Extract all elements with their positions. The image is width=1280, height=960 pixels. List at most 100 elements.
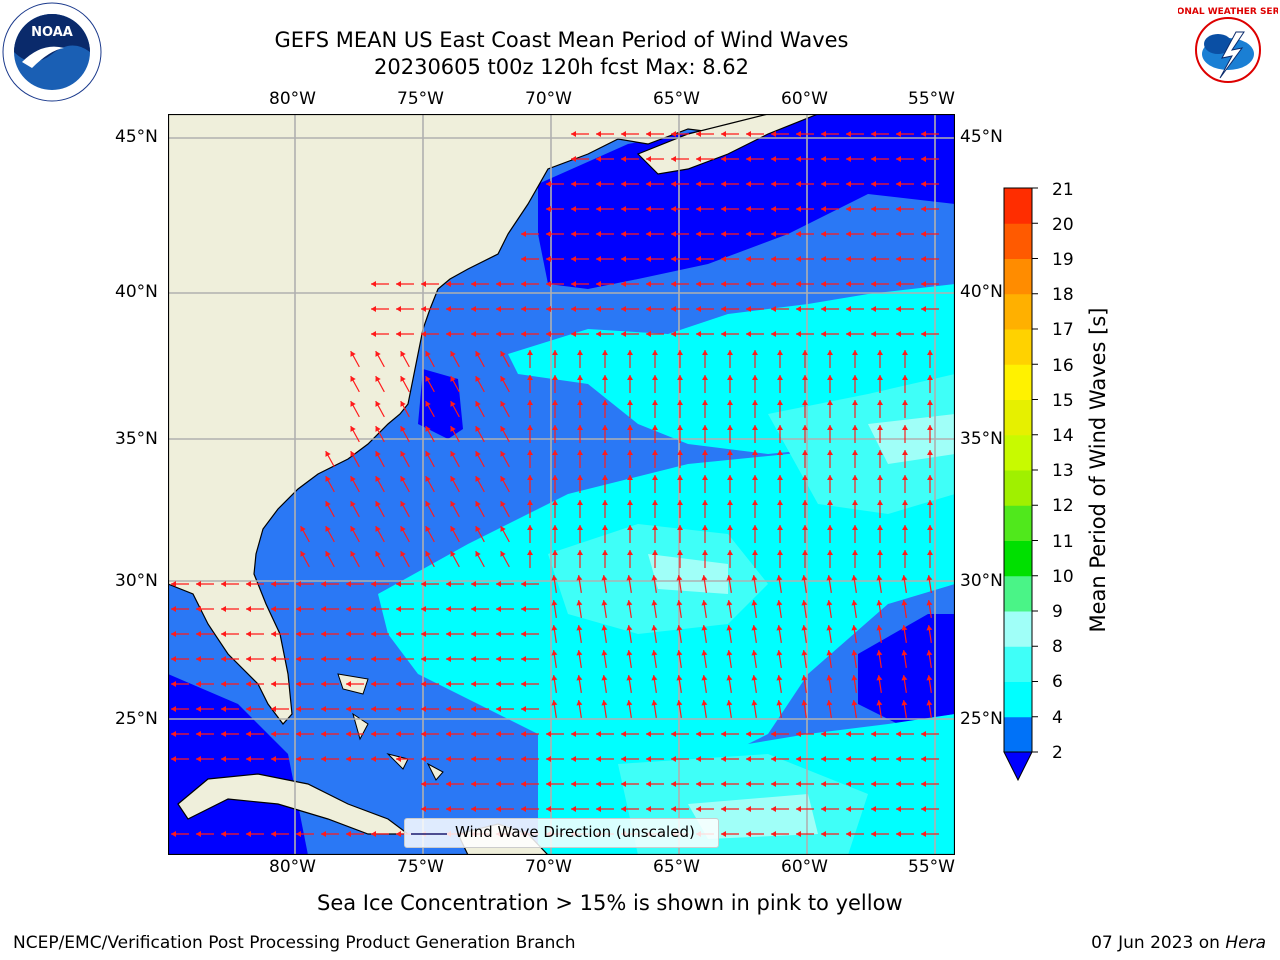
wind-wave-arrow-head bbox=[652, 525, 658, 530]
wind-wave-arrow-head bbox=[652, 350, 658, 355]
wind-wave-arrow-head bbox=[421, 706, 426, 712]
wind-wave-arrow-head bbox=[475, 476, 481, 482]
wind-wave-arrow-head bbox=[496, 331, 501, 337]
wind-wave-arrow-head bbox=[221, 681, 226, 687]
wind-wave-arrow-head bbox=[221, 831, 226, 837]
wind-wave-arrow-head bbox=[446, 306, 451, 312]
wind-wave-arrow-head bbox=[221, 631, 226, 637]
wind-wave-arrow-head bbox=[350, 551, 356, 557]
wind-wave-arrow-head bbox=[651, 700, 658, 706]
wind-wave-arrow-head bbox=[221, 706, 226, 712]
chart-subtitle: 20230605 t00z 120h fcst Max: 8.62 bbox=[374, 55, 749, 79]
wind-wave-arrow-head bbox=[421, 306, 426, 312]
wind-wave-arrow-head bbox=[571, 281, 576, 287]
wind-wave-arrow-head bbox=[702, 475, 708, 480]
wind-wave-arrow-head bbox=[446, 656, 451, 662]
wind-wave-arrow-head bbox=[546, 181, 551, 187]
wind-wave-arrow-head bbox=[671, 781, 676, 787]
wind-wave-arrow-head bbox=[846, 131, 851, 137]
wind-wave-arrow-head bbox=[726, 700, 733, 706]
wind-wave-arrow-head bbox=[902, 375, 908, 380]
wind-wave-arrow-head bbox=[746, 731, 751, 737]
wind-wave-arrow-head bbox=[901, 575, 908, 581]
wind-wave-arrow-head bbox=[646, 131, 651, 137]
wind-wave-arrow-head bbox=[475, 376, 481, 382]
wind-wave-arrow-head bbox=[851, 625, 858, 631]
sea-ice-caption: Sea Ice Concentration > 15% is shown in … bbox=[317, 891, 903, 915]
colorbar-tick: 6 bbox=[1052, 672, 1063, 692]
wind-wave-arrow-head bbox=[652, 425, 658, 430]
wind-wave-arrow-head bbox=[471, 706, 476, 712]
wind-wave-arrow-head bbox=[475, 551, 481, 557]
wind-wave-arrow-head bbox=[627, 375, 633, 380]
wind-wave-arrow-head bbox=[651, 650, 658, 656]
colorbar-tick: 16 bbox=[1052, 356, 1074, 376]
wind-wave-arrow-head bbox=[471, 606, 476, 612]
wind-wave-arrow-head bbox=[852, 375, 858, 380]
wind-wave-arrow-head bbox=[596, 781, 601, 787]
wind-wave-arrow-head bbox=[801, 600, 808, 606]
wind-wave-arrow-head bbox=[475, 451, 481, 457]
wind-wave-arrow-head bbox=[796, 256, 801, 262]
wind-wave-arrow-head bbox=[777, 525, 783, 530]
wind-wave-arrow-head bbox=[621, 781, 626, 787]
wind-wave-arrow-head bbox=[371, 731, 376, 737]
wind-wave-arrow-head bbox=[596, 281, 601, 287]
wind-wave-arrow-head bbox=[896, 331, 901, 337]
wind-wave-arrow-head bbox=[396, 681, 401, 687]
wind-wave-arrow-head bbox=[521, 581, 526, 587]
wind-wave-arrow-head bbox=[271, 581, 276, 587]
wind-wave-arrow-head bbox=[646, 806, 651, 812]
wind-wave-arrow-head bbox=[901, 650, 908, 656]
wind-wave-arrow-head bbox=[300, 551, 306, 557]
wind-wave-arrow-head bbox=[296, 731, 301, 737]
wind-wave-arrow-head bbox=[902, 525, 908, 530]
wind-wave-arrow-head bbox=[721, 306, 726, 312]
wind-wave-arrow-head bbox=[802, 450, 808, 455]
wind-wave-arrow-head bbox=[751, 600, 758, 606]
wind-wave-arrow-head bbox=[852, 475, 858, 480]
wind-wave-arrow-head bbox=[901, 600, 908, 606]
wind-wave-arrow-head bbox=[396, 656, 401, 662]
wind-wave-arrow-head bbox=[396, 631, 401, 637]
wind-wave-arrow-head bbox=[646, 231, 651, 237]
wind-wave-arrow-head bbox=[621, 256, 626, 262]
wind-wave-arrow-head bbox=[425, 451, 431, 457]
wind-wave-arrow-head bbox=[826, 575, 833, 581]
wind-wave-arrow-head bbox=[821, 181, 826, 187]
wind-wave-arrow-head bbox=[751, 675, 758, 681]
wind-wave-arrow-head bbox=[196, 656, 201, 662]
wind-wave-arrow-head bbox=[871, 331, 876, 337]
wind-wave-arrow-head bbox=[877, 525, 883, 530]
wind-wave-arrow-head bbox=[296, 756, 301, 762]
wind-wave-arrow-head bbox=[371, 681, 376, 687]
wind-wave-arrow-head bbox=[500, 426, 506, 432]
wind-wave-arrow-head bbox=[777, 550, 783, 555]
wind-wave-arrow-head bbox=[896, 731, 901, 737]
wind-wave-arrow-head bbox=[927, 350, 933, 355]
wind-wave-arrow-head bbox=[651, 600, 658, 606]
wind-wave-arrow-head bbox=[777, 475, 783, 480]
wind-wave-arrow-head bbox=[746, 331, 751, 337]
wind-wave-arrow-head bbox=[846, 231, 851, 237]
wind-wave-arrow-head bbox=[851, 575, 858, 581]
wind-wave-arrow-head bbox=[296, 831, 301, 837]
wind-wave-arrow-head bbox=[746, 181, 751, 187]
wind-wave-arrow-head bbox=[796, 231, 801, 237]
wind-wave-arrow-head bbox=[677, 350, 683, 355]
wind-wave-arrow-head bbox=[371, 631, 376, 637]
wind-wave-arrow-head bbox=[576, 625, 583, 631]
wind-wave-arrow-head bbox=[350, 476, 356, 482]
wind-wave-arrow-head bbox=[652, 475, 658, 480]
wind-wave-arrow-head bbox=[746, 256, 751, 262]
wind-wave-arrow-head bbox=[746, 281, 751, 287]
wind-wave-arrow-head bbox=[752, 550, 758, 555]
wind-wave-arrow-head bbox=[371, 706, 376, 712]
wind-wave-arrow-head bbox=[921, 181, 926, 187]
wind-wave-arrow-head bbox=[721, 781, 726, 787]
wind-wave-arrow-head bbox=[321, 581, 326, 587]
nws-logo: NATIONAL WEATHER SERVICE bbox=[1153, 2, 1280, 98]
wind-wave-arrow-head bbox=[721, 206, 726, 212]
wind-wave-arrow-head bbox=[777, 500, 783, 505]
wind-wave-arrow-head bbox=[221, 731, 226, 737]
